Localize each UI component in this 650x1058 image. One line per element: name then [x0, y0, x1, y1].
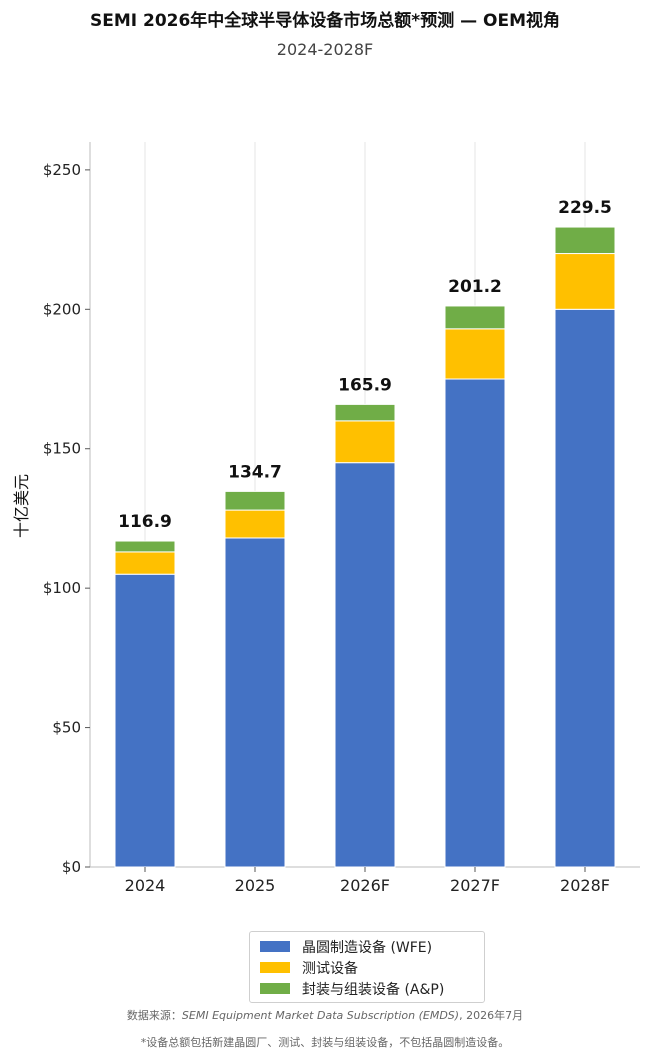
source-prefix: 数据来源： [126, 1009, 182, 1022]
bar-segment-2 [554, 253, 616, 310]
legend-label: 测试设备 [302, 960, 358, 977]
legend-swatch [260, 962, 290, 973]
bar-total-label: 116.9 [118, 512, 172, 532]
source-text: 数据来源：SEMI Equipment Market Data Subscrip… [0, 1007, 650, 1023]
legend-swatch [260, 941, 290, 952]
bar-segment-3 [114, 540, 176, 553]
bar-segment-1 [554, 308, 616, 868]
x-tick-label: 2025 [235, 876, 276, 895]
y-tick-label: $50 [52, 719, 81, 737]
y-tick-label: $100 [43, 579, 81, 597]
legend-swatch [260, 983, 290, 994]
y-tick-label: $0 [62, 858, 81, 876]
bar-segment-1 [334, 462, 396, 868]
x-tick-label: 2028F [560, 876, 610, 895]
legend-label: 封装与组装设备 (A&P) [302, 981, 445, 998]
bar-segment-2 [334, 420, 396, 464]
bar-total-label: 229.5 [558, 198, 612, 218]
bar-segment-3 [444, 305, 506, 330]
bar-total-label: 201.2 [448, 277, 502, 297]
bar-segment-1 [444, 378, 506, 868]
x-tick-label: 2024 [125, 876, 166, 895]
chart-title: SEMI 2026年中全球半导体设备市场总额*预测 — OEM视角 [89, 11, 561, 31]
source-name: SEMI Equipment Market Data Subscription … [181, 1009, 460, 1022]
x-tick-label: 2026F [340, 876, 390, 895]
bar-total-label: 165.9 [338, 375, 392, 395]
bar-segment-3 [224, 490, 286, 511]
bar-segment-1 [114, 573, 176, 868]
bar-segment-2 [224, 509, 286, 539]
legend-item: 封装与组装设备 (A&P) [260, 978, 474, 999]
bar-total-label: 134.7 [228, 462, 282, 482]
y-tick-label: $150 [43, 440, 81, 458]
legend-item: 测试设备 [260, 957, 474, 978]
legend-item: 晶圆制造设备 (WFE) [260, 936, 474, 957]
legend-label: 晶圆制造设备 (WFE) [302, 939, 433, 956]
bar-segment-2 [444, 328, 506, 380]
bar-segment-3 [554, 226, 616, 255]
bar-segment-1 [224, 537, 286, 868]
bar-segment-3 [334, 403, 396, 422]
y-tick-label: $200 [43, 300, 81, 318]
source-date: , 2026年7月 [459, 1009, 524, 1022]
chart-subtitle: 2024-2028F [276, 40, 374, 59]
stacked-bar-chart: $0 $50 $100 $150 $200 $250 116.9 2024 134.7 2025 1… [43, 142, 640, 895]
chart-legend: 晶圆制造设备 (WFE) 测试设备封装与组装设备 (A&P) [249, 931, 485, 1003]
y-tick-label: $250 [43, 161, 81, 179]
footnote: *设备总额包括新建晶圆厂、测试、封装与组装设备，不包括晶圆制造设备。 [140, 1036, 510, 1049]
x-tick-label: 2027F [450, 876, 500, 895]
bar-segment-2 [114, 551, 176, 575]
